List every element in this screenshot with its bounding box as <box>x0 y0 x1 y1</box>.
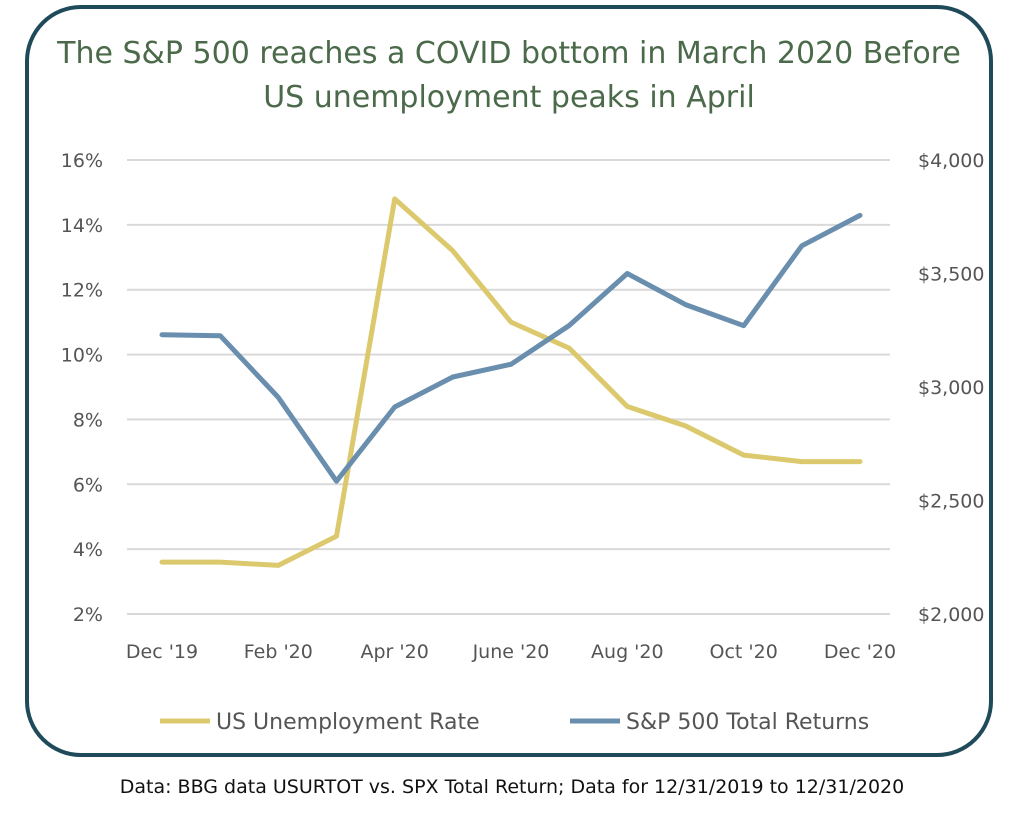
gridlines <box>127 159 890 615</box>
legend: US Unemployment Rate S&P 500 Total Return… <box>160 710 869 735</box>
x-axis-tick-label: Apr '20 <box>361 641 429 663</box>
right-axis-tick-label: $2,500 <box>918 491 984 513</box>
left-axis-tick-label: 16% <box>61 150 103 172</box>
right-axis-tick-label: $3,500 <box>918 264 984 286</box>
chart-card <box>25 5 993 757</box>
x-axis-tick-label: June '20 <box>472 641 550 663</box>
x-axis-tick-label: Oct '20 <box>710 641 778 663</box>
x-axis-ticks: Dec '19 Feb '20 Apr '20 June '20 Aug '20 Oct … <box>126 641 896 663</box>
x-axis-tick-label: Feb '20 <box>244 641 313 663</box>
x-axis-tick-label: Aug '20 <box>591 641 664 663</box>
left-axis-tick-label: 2% <box>73 604 103 626</box>
right-axis-tick-label: $4,000 <box>918 150 984 172</box>
left-axis-tick-label: 12% <box>61 280 103 302</box>
data-source-footnote: Data: BBG data USURTOT vs. SPX Total Ret… <box>119 776 905 798</box>
left-axis-ticks: 2% 4% 6% 8% 10% 12% 14% 16% <box>61 150 103 626</box>
x-axis-tick-label: Dec '19 <box>126 641 198 663</box>
right-axis-tick-label: $3,000 <box>918 377 984 399</box>
left-axis-tick-label: 4% <box>73 539 103 561</box>
legend-label: S&P 500 Total Returns <box>626 710 869 735</box>
x-axis-tick-label: Dec '20 <box>824 641 896 663</box>
series-line-s-p-500-total-returns <box>159 212 863 484</box>
right-axis-ticks: $2,000 $2,500 $3,000 $3,500 $4,000 <box>918 150 984 626</box>
chart-title-line-2: US unemployment peaks in April <box>263 80 755 115</box>
chart-title: The S&P 500 reaches a COVID bottom in Ma… <box>25 32 993 120</box>
chart-title-line-1: The S&P 500 reaches a COVID bottom in Ma… <box>57 36 961 71</box>
left-axis-tick-label: 10% <box>61 345 103 367</box>
right-axis-tick-label: $2,000 <box>918 604 984 626</box>
left-axis-tick-label: 8% <box>73 409 103 431</box>
series-line-us-unemployment-rate <box>159 196 863 568</box>
left-axis-tick-label: 6% <box>73 474 103 496</box>
legend-label: US Unemployment Rate <box>216 710 480 735</box>
series-lines <box>159 196 863 568</box>
left-axis-tick-label: 14% <box>61 215 103 237</box>
